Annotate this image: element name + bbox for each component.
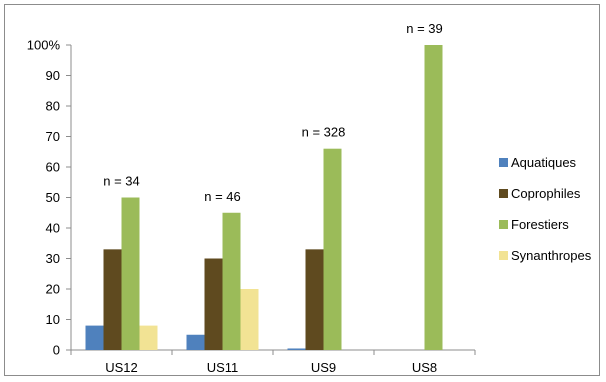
bar-forestiers-us11 [222,212,241,350]
bar-forestiers-us12 [121,197,140,350]
bars [85,45,443,350]
legend: Aquatiques Coprophiles Forestiers Synanthro… [499,155,592,263]
legend-swatch-synanthropes [499,251,508,260]
bar-synanthropes-us11 [240,289,259,350]
x-tick-label: US9 [311,360,336,375]
y-tick-label: 90 [46,68,60,83]
y-tick-label: 30 [46,251,60,266]
y-tick-label: 80 [46,99,60,114]
y-tick-label: 20 [46,282,60,297]
bar-aquatiques-us12 [85,325,104,350]
x-tick-label: US8 [412,360,437,375]
bar-coprophiles-us11 [204,258,223,350]
x-axis: US12 US11 US9 US8 [70,349,476,375]
y-tick-label: 10 [46,312,60,327]
bar-synanthropes-us12 [139,325,158,350]
y-tick-label: 40 [46,221,60,236]
annotation-n-us11: n = 46 [204,189,241,204]
y-tick-label: 100% [27,38,61,53]
annotations: n = 34 n = 46 n = 328 n = 39 [103,21,443,204]
annotation-n-us12: n = 34 [103,174,140,189]
legend-label-aquatiques: Aquatiques [511,155,577,170]
y-tick-label: 50 [46,190,60,205]
legend-swatch-coprophiles [499,189,508,198]
bar-aquatiques-us11 [186,334,205,350]
y-tick-label: 60 [46,160,60,175]
y-tick-label: 70 [46,129,60,144]
bar-forestiers-us9 [323,148,342,350]
legend-label-synanthropes: Synanthropes [511,248,592,263]
legend-label-coprophiles: Coprophiles [511,186,581,201]
bar-coprophiles-us9 [305,249,324,350]
bar-forestiers-us8 [424,45,443,350]
legend-swatch-aquatiques [499,158,508,167]
bar-aquatiques-us9 [287,348,306,350]
bar-coprophiles-us12 [103,249,122,350]
legend-label-forestiers: Forestiers [511,217,569,232]
annotation-n-us8: n = 39 [406,21,443,36]
x-tick-label: US12 [105,360,138,375]
y-axis: 0 10 20 30 40 50 60 70 80 90 100% [27,38,72,358]
y-tick-label: 0 [53,343,60,358]
annotation-n-us9: n = 328 [302,125,346,140]
legend-swatch-forestiers [499,220,508,229]
x-tick-label: US11 [207,360,239,375]
